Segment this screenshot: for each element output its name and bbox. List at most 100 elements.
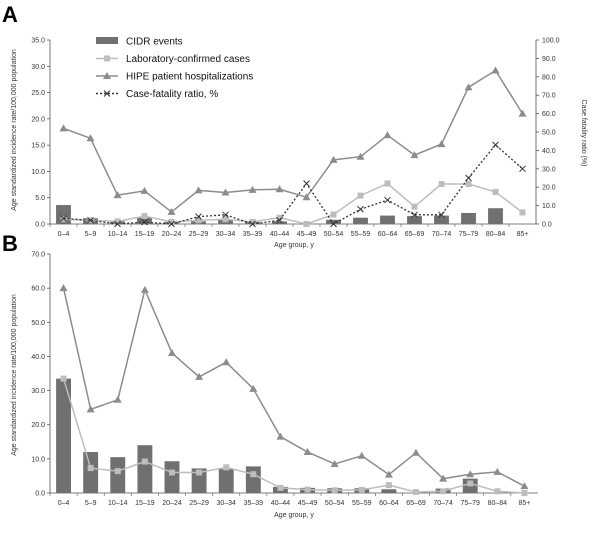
point <box>467 480 474 487</box>
bar <box>461 212 476 224</box>
point <box>114 220 121 228</box>
point <box>276 432 285 440</box>
y-tick-label: 60.0 <box>31 286 45 293</box>
y-right-tick-label: 90.0 <box>542 56 556 63</box>
point <box>249 220 256 228</box>
point <box>60 215 67 222</box>
point <box>437 140 446 148</box>
bar <box>218 469 234 493</box>
y-tick-label: 10.0 <box>31 169 45 176</box>
point <box>250 471 257 478</box>
y-right-tick-label: 0.0 <box>542 222 552 229</box>
bar <box>137 217 152 224</box>
x-tick-label: 75–79 <box>460 500 480 507</box>
point <box>114 218 121 225</box>
panel-a-ylabel: Age standardized incidence rate/100,000 … <box>11 49 18 211</box>
point <box>439 474 448 482</box>
legend-item: CIDR events <box>96 37 183 48</box>
bar <box>353 217 368 224</box>
point <box>168 349 176 357</box>
x-tick-label: 85+ <box>519 500 531 507</box>
point <box>493 467 502 475</box>
y-tick-label: 25.0 <box>31 90 45 97</box>
point <box>303 221 310 227</box>
y-right-tick-label: 40.0 <box>542 148 556 155</box>
y-tick-label: 5.0 <box>35 195 45 202</box>
point <box>141 458 148 465</box>
bar <box>488 208 503 224</box>
point <box>304 486 311 493</box>
y-tick-label: 0.0 <box>35 491 45 498</box>
point <box>492 188 499 195</box>
point <box>113 191 122 199</box>
x-tick-label: 50–54 <box>325 500 345 507</box>
x-tick-label: 70–74 <box>432 231 452 238</box>
bar <box>407 216 422 224</box>
point <box>168 220 175 228</box>
y-tick-label: 70.0 <box>31 252 45 259</box>
series-line <box>63 69 524 213</box>
point <box>86 134 95 142</box>
x-tick-label: 25–29 <box>189 500 209 507</box>
point <box>492 141 499 149</box>
bar <box>83 452 99 493</box>
y-right-tick-label: 100.0 <box>542 38 560 45</box>
point <box>384 196 391 204</box>
point <box>329 155 338 163</box>
legend-swatch <box>96 37 118 44</box>
point <box>331 487 338 494</box>
point <box>222 211 229 219</box>
x-tick-label: 65–69 <box>406 500 426 507</box>
point <box>249 218 256 225</box>
legend-marker <box>103 90 111 97</box>
panel-a-letter: A <box>2 2 18 27</box>
point <box>521 490 528 496</box>
bar <box>326 219 341 224</box>
point <box>114 468 121 475</box>
point <box>223 464 230 471</box>
x-tick-label: 0–4 <box>58 500 70 507</box>
x-tick-label: 5–9 <box>85 500 97 507</box>
y-tick-label: 20.0 <box>31 116 45 123</box>
panel-b-ylabel: Age standardized incidence rate/100,000 … <box>11 294 18 456</box>
point <box>330 211 337 218</box>
x-tick-label: 15–19 <box>135 500 155 507</box>
x-tick-label: 30–34 <box>216 231 236 238</box>
bar <box>191 468 207 493</box>
legend-label: Case-fatality ratio, % <box>126 89 218 100</box>
point <box>330 220 337 228</box>
point <box>195 217 202 224</box>
x-tick-label: 85+ <box>517 231 529 238</box>
y-tick-label: 40.0 <box>31 354 45 361</box>
point <box>60 375 67 382</box>
point <box>465 174 472 182</box>
point <box>87 216 94 224</box>
point <box>520 482 529 490</box>
x-tick-label: 65–69 <box>405 231 425 238</box>
y-tick-label: 30.0 <box>31 388 45 395</box>
x-tick-label: 45–49 <box>297 231 317 238</box>
x-tick-label: 50–54 <box>324 231 344 238</box>
point <box>357 205 364 213</box>
point <box>60 216 67 223</box>
legend-label: HIPE patient hospitalizations <box>126 72 253 83</box>
series-line <box>63 143 523 225</box>
point <box>519 165 526 173</box>
point <box>248 185 257 193</box>
point <box>222 358 231 366</box>
y-tick-label: 20.0 <box>31 422 45 429</box>
bar <box>380 215 395 224</box>
point <box>168 218 175 225</box>
legend-marker <box>103 72 111 79</box>
point <box>140 285 149 293</box>
point <box>440 488 447 495</box>
x-tick-label: 40–44 <box>270 231 290 238</box>
x-tick-label: 35–39 <box>243 231 263 238</box>
point <box>465 181 472 188</box>
point <box>59 284 68 292</box>
panel-b-letter: B <box>2 231 18 256</box>
legend-label: CIDR events <box>126 37 183 48</box>
point <box>276 216 283 224</box>
y-tick-label: 0.0 <box>35 222 45 229</box>
